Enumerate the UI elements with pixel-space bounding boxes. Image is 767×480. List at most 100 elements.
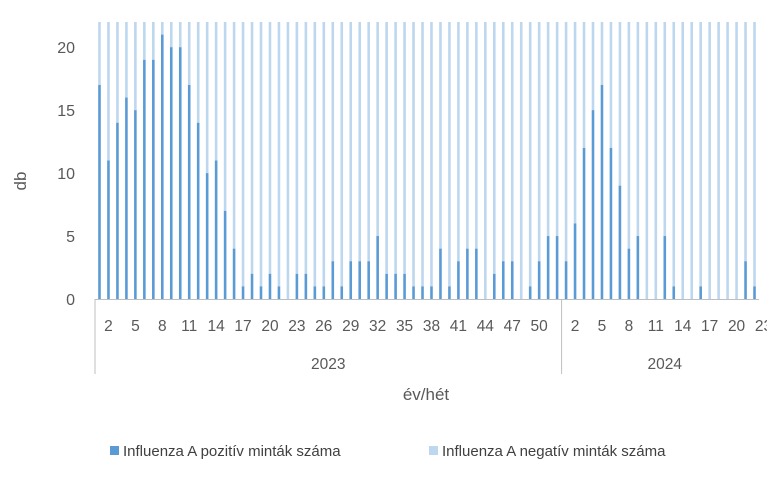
bar-negative bbox=[501, 22, 505, 262]
bar-negative bbox=[331, 22, 335, 262]
bar-negative bbox=[726, 22, 729, 299]
bar-positive bbox=[510, 261, 514, 299]
x-tick-label: 26 bbox=[315, 318, 332, 335]
bar-positive bbox=[564, 261, 568, 299]
bar-negative bbox=[286, 22, 290, 299]
x-tick-label: 11 bbox=[648, 318, 664, 335]
bar-positive bbox=[134, 110, 137, 300]
bar-negative bbox=[394, 22, 397, 274]
bar-positive bbox=[178, 47, 182, 299]
bar-positive bbox=[277, 286, 281, 299]
y-axis-title: db bbox=[11, 172, 30, 191]
bar-positive bbox=[636, 236, 640, 299]
bar-negative bbox=[537, 22, 541, 262]
bar-negative bbox=[160, 22, 164, 35]
bar-positive bbox=[116, 122, 119, 300]
bar-negative bbox=[205, 22, 209, 174]
bar-positive bbox=[403, 273, 406, 299]
legend-swatch-positive bbox=[110, 446, 119, 455]
bar-negative bbox=[250, 22, 254, 274]
bar-positive bbox=[466, 248, 469, 299]
bar-positive bbox=[223, 210, 227, 299]
bar-positive bbox=[744, 261, 747, 299]
bar-positive bbox=[187, 84, 191, 299]
bar-positive bbox=[663, 236, 667, 299]
bar-negative bbox=[528, 22, 532, 287]
bar-positive bbox=[609, 147, 613, 299]
x-axis-title: év/hét bbox=[403, 385, 450, 404]
x-tick-label: 8 bbox=[158, 318, 167, 335]
x-tick-label: 29 bbox=[342, 318, 359, 335]
bar-positive bbox=[537, 261, 541, 299]
bar-positive bbox=[322, 286, 326, 299]
bar-negative bbox=[699, 22, 702, 287]
bar-negative bbox=[232, 22, 236, 249]
bar-negative bbox=[654, 22, 658, 299]
bar-positive bbox=[573, 223, 577, 299]
bar-negative bbox=[367, 22, 370, 262]
bar-positive bbox=[672, 286, 676, 299]
bar-positive bbox=[205, 173, 209, 299]
bar-positive bbox=[591, 110, 595, 300]
x-tick-label: 17 bbox=[701, 318, 718, 335]
bar-positive bbox=[214, 160, 218, 299]
bar-negative bbox=[196, 22, 200, 123]
x-tick-label: 44 bbox=[477, 318, 495, 335]
x-tick-label: 35 bbox=[396, 318, 413, 335]
x-tick-label: 38 bbox=[423, 318, 440, 335]
bar-negative bbox=[98, 22, 101, 85]
y-tick-label: 15 bbox=[57, 103, 75, 120]
bar-positive bbox=[349, 261, 353, 299]
bar-positive bbox=[546, 236, 550, 299]
bar-negative bbox=[125, 22, 128, 98]
legend-label-positive: Influenza A pozitív minták száma bbox=[123, 443, 341, 460]
bar-positive bbox=[430, 286, 433, 299]
bar-negative bbox=[475, 22, 478, 249]
bar-positive bbox=[313, 286, 317, 299]
bar-negative bbox=[187, 22, 191, 85]
bar-negative bbox=[403, 22, 406, 274]
x-tick-label: 5 bbox=[131, 318, 140, 335]
x-tick-label: 47 bbox=[504, 318, 521, 335]
bar-positive bbox=[331, 261, 335, 299]
bar-positive bbox=[699, 286, 702, 299]
bar-negative bbox=[295, 22, 299, 274]
bar-positive bbox=[618, 185, 622, 299]
bar-positive bbox=[394, 273, 397, 299]
bar-positive bbox=[475, 248, 478, 299]
bar-negative bbox=[690, 22, 694, 299]
positive-series-bars bbox=[98, 34, 756, 300]
bar-negative bbox=[519, 22, 523, 299]
bar-negative bbox=[681, 22, 685, 299]
bar-negative bbox=[663, 22, 667, 237]
bar-negative bbox=[510, 22, 514, 262]
bar-negative bbox=[376, 22, 379, 237]
x-tick-label: 2 bbox=[104, 318, 113, 335]
bar-negative bbox=[708, 22, 711, 299]
bar-positive bbox=[358, 261, 362, 299]
bar-negative bbox=[492, 22, 496, 274]
bar-negative bbox=[134, 22, 137, 111]
legend: Influenza A pozitív minták száma Influen… bbox=[110, 443, 666, 460]
x-axis-year-groups: 2023 2024 bbox=[94, 299, 682, 374]
bar-negative bbox=[430, 22, 433, 287]
bar-negative bbox=[143, 22, 146, 60]
bar-positive bbox=[107, 160, 110, 299]
bar-positive bbox=[528, 286, 532, 299]
y-tick-label: 20 bbox=[57, 40, 75, 57]
bar-negative bbox=[277, 22, 281, 287]
bar-positive bbox=[196, 122, 200, 300]
bar-positive bbox=[492, 273, 496, 299]
bar-negative bbox=[241, 22, 245, 287]
x-tick-label: 14 bbox=[674, 318, 692, 335]
x-tick-label: 17 bbox=[234, 318, 251, 335]
bar-positive bbox=[268, 273, 272, 299]
x-tick-label: 41 bbox=[450, 318, 467, 335]
bar-negative bbox=[744, 22, 747, 262]
x-tick-label: 20 bbox=[728, 318, 746, 335]
y-tick-label: 0 bbox=[66, 292, 75, 309]
x-tick-label: 23 bbox=[755, 318, 767, 335]
bar-negative bbox=[546, 22, 550, 237]
bar-negative bbox=[591, 22, 595, 111]
